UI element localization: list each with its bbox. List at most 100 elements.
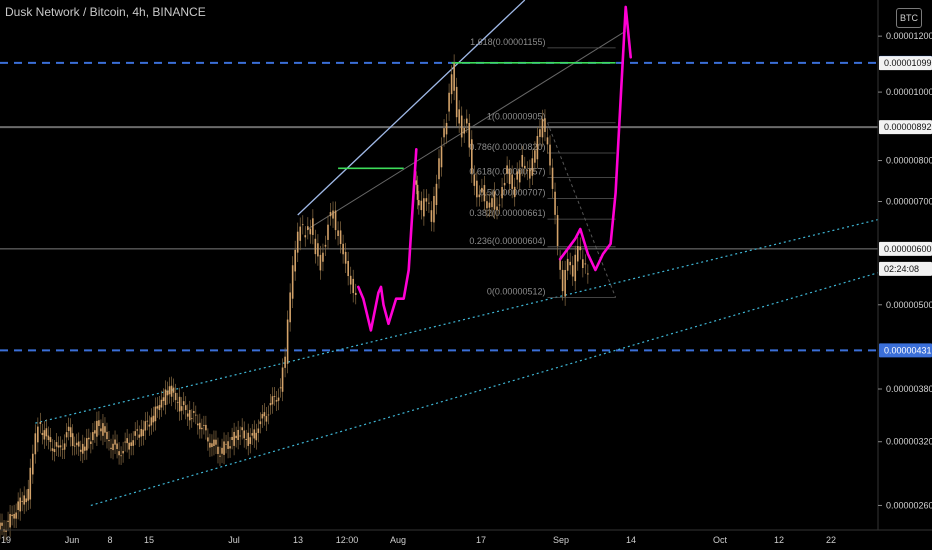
candle-body: [324, 244, 327, 247]
price-label-box: [879, 120, 932, 135]
price-label: 0.00001099: [884, 58, 932, 68]
trendline-steep: [297, 0, 526, 216]
candle-body: [11, 514, 13, 517]
candle-body: [225, 443, 227, 445]
candle-body: [124, 441, 126, 443]
candle-body: [261, 414, 264, 419]
candle-body: [329, 212, 332, 217]
candle-body: [237, 429, 239, 440]
candle-body: [201, 427, 203, 430]
candle-body: [102, 423, 104, 436]
candle-body: [453, 63, 455, 91]
candle-body: [75, 442, 78, 446]
candle-body: [531, 158, 534, 176]
candle-body: [47, 435, 50, 440]
x-tick-label: 12:00: [336, 535, 359, 545]
candle-body: [267, 414, 270, 416]
candle-body: [448, 92, 450, 112]
candle-body: [319, 254, 322, 271]
candle-body: [556, 215, 559, 246]
candle-body: [34, 433, 37, 455]
candle-body: [148, 424, 151, 427]
candle-body: [217, 446, 219, 454]
x-tick-label: Sep: [553, 535, 569, 545]
candle-body: [142, 429, 145, 436]
candle-body: [85, 438, 88, 451]
candle-body: [286, 319, 289, 364]
y-tick-label: 0.00001000: [886, 87, 932, 97]
candle-body: [134, 431, 137, 436]
candle-body: [253, 429, 256, 439]
candle-body: [190, 418, 193, 420]
candle-body: [100, 428, 102, 432]
candle-body: [546, 137, 549, 145]
candle-body: [188, 409, 191, 421]
candle-body: [312, 218, 314, 235]
candle-body: [79, 449, 82, 452]
price-label: 0.00000600: [884, 244, 932, 254]
candle-body: [486, 201, 488, 209]
candle-body: [544, 118, 546, 132]
candle-body: [154, 406, 157, 422]
candle-body: [579, 246, 582, 251]
candle-body: [83, 446, 86, 451]
candle-body: [184, 405, 187, 411]
candle-body: [1, 522, 3, 526]
candle-body: [245, 438, 248, 440]
price-label-box: [879, 261, 932, 276]
candle-body: [354, 292, 357, 295]
candle-body: [221, 447, 223, 454]
candle-body: [481, 187, 483, 193]
candle-body: [174, 392, 177, 401]
candle-body: [332, 210, 334, 219]
candle-body: [416, 184, 419, 200]
candle-body: [265, 416, 268, 422]
price-label-box: [879, 241, 932, 256]
candle-body: [61, 448, 64, 450]
candle-body: [27, 488, 30, 501]
candle-body: [227, 441, 229, 449]
candle-body: [25, 498, 28, 503]
candle-body: [132, 440, 135, 446]
candle-body: [23, 495, 26, 505]
candle-body: [29, 467, 32, 500]
candle-body: [116, 443, 118, 450]
y-tick-label: 0.00000260: [886, 500, 932, 510]
candle-body: [73, 445, 76, 447]
candle-body: [281, 367, 284, 392]
candle-body: [112, 443, 114, 451]
currency-button[interactable]: BTC: [896, 8, 922, 28]
candle-body: [584, 263, 587, 265]
candle-body: [526, 170, 529, 172]
candle-body: [587, 273, 589, 275]
fib-diagonal: [547, 122, 617, 298]
candle-body: [197, 423, 199, 426]
candle-body: [205, 424, 207, 431]
candle-body: [463, 127, 466, 134]
candle-body: [160, 399, 163, 408]
candle-body: [473, 174, 476, 186]
candle-body: [211, 443, 213, 448]
chart-title: Dusk Network / Bitcoin, 4h, BINANCE: [5, 5, 206, 19]
projection-path-2: [558, 5, 632, 272]
candle-body: [39, 421, 42, 424]
candle-body: [235, 435, 237, 439]
candle-body: [425, 198, 428, 202]
candle-body: [243, 430, 246, 439]
fib-level-label: 0.786(0.00000820): [469, 142, 545, 152]
candle-body: [513, 186, 516, 198]
candle-body: [215, 439, 217, 445]
candle-body: [433, 196, 435, 223]
candle-body: [289, 292, 291, 323]
candle-body: [314, 238, 317, 255]
candle-body: [67, 426, 70, 431]
candle-body: [162, 397, 165, 402]
candle-body: [176, 401, 179, 403]
candle-body: [536, 135, 539, 160]
candle-body: [468, 122, 471, 148]
candle-body: [144, 421, 147, 431]
candle-body: [493, 191, 496, 210]
candle-body: [199, 422, 201, 430]
candle-body: [43, 430, 46, 440]
candle-body: [435, 183, 438, 206]
